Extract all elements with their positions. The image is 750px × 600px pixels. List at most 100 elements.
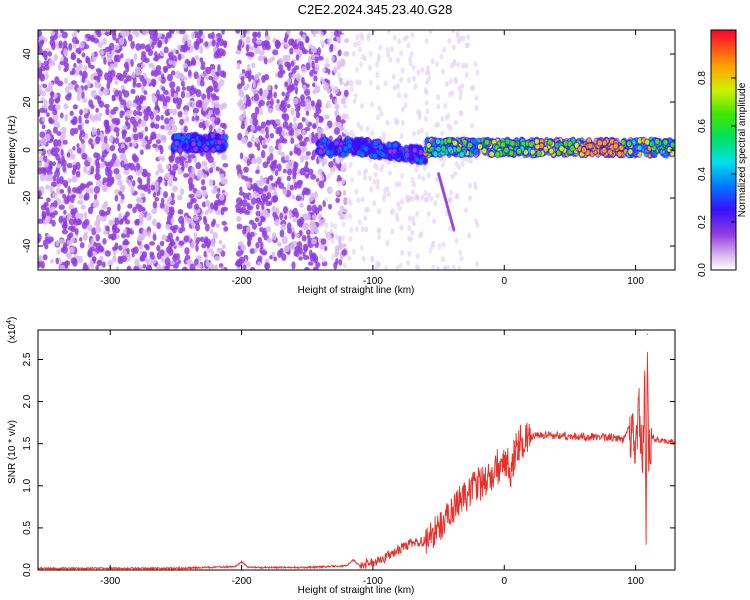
- spectrogram-cell: [238, 90, 245, 98]
- spectrogram-cell: [272, 49, 279, 56]
- spectrogram-cell: [106, 82, 111, 90]
- spectrogram-cell: [282, 121, 289, 129]
- spectrogram-cell: [52, 200, 58, 208]
- spectrogram-cell: [200, 65, 206, 71]
- spectrogram-cell: [214, 107, 220, 116]
- spectrogram-cell: [170, 217, 175, 224]
- spectrogram-cell: [193, 71, 199, 80]
- spectrogram-cell: [155, 133, 162, 142]
- spectrogram-cell: [466, 33, 471, 40]
- spectrogram-cell: [283, 36, 288, 43]
- spectrogram-cell: [81, 91, 85, 100]
- spectrogram-cell: [178, 147, 183, 153]
- spectrogram-cell: [117, 179, 123, 187]
- spectrogram-cell: [334, 233, 339, 240]
- spectrogram-cell: [386, 191, 391, 198]
- spectrogram-cell: [300, 154, 305, 163]
- spectrogram-cell: [306, 204, 312, 212]
- spectrogram-cell: [294, 86, 299, 95]
- spectrogram-cell: [334, 249, 340, 255]
- spectrogram-cell: [102, 185, 108, 193]
- spectrogram-cell: [272, 191, 278, 196]
- spectrogram-cell: [45, 87, 51, 93]
- spectrogram-cell: [343, 197, 348, 205]
- spectrogram-cell: [241, 69, 246, 74]
- spectrogram-cell: [254, 73, 259, 81]
- spectrogram-cell: [46, 112, 50, 118]
- spectrogram-cell: [195, 223, 201, 232]
- spectrogram-cell: [215, 71, 221, 77]
- spectrogram-cell: [152, 218, 158, 227]
- spectrogram-cell: [303, 222, 310, 231]
- spectrogram-cell: [90, 165, 95, 175]
- spectrogram-cell: [157, 144, 163, 150]
- spectrogram-cell: [114, 137, 120, 144]
- spectrogram-cell: [464, 42, 469, 49]
- spectrogram-cell: [169, 30, 175, 35]
- spectrogram-cell: [448, 78, 453, 85]
- spectrogram-cell: [238, 98, 243, 105]
- spectrogram-cell: [176, 194, 183, 201]
- spectrogram-cell: [343, 146, 348, 152]
- spectrogram-cell: [156, 222, 162, 230]
- spectrogram-cell: [392, 34, 397, 41]
- spectrogram-cell: [140, 192, 146, 198]
- spectrogram-cell: [112, 255, 117, 263]
- spectrogram-cell: [64, 65, 69, 72]
- spectrogram-cell: [261, 139, 267, 146]
- spectrogram-cell: [442, 46, 447, 53]
- spectrogram-cell: [271, 205, 277, 214]
- spectrogram-cell: [215, 223, 220, 228]
- spectrogram-cell: [386, 30, 391, 34]
- spectrogram-cell: [150, 122, 156, 128]
- spectrogram-cell: [286, 62, 291, 72]
- spectrogram-cell: [217, 117, 221, 125]
- spectrogram-cell: [200, 171, 204, 178]
- spectrogram-cell: [72, 174, 77, 180]
- spectrogram-cell: [135, 43, 142, 51]
- spectrogram-cell: [114, 194, 119, 202]
- spectrogram-cell: [150, 70, 155, 77]
- spectrogram-cell: [60, 148, 64, 156]
- spectrogram-cell: [127, 181, 133, 187]
- spectrogram-cell: [376, 114, 381, 121]
- spectrogram-cell: [321, 67, 326, 74]
- spectrogram-cell: [132, 126, 138, 133]
- spectrogram-cell: [39, 131, 46, 139]
- spectrogram-cell: [120, 84, 126, 90]
- spectrogram-cell: [179, 30, 186, 35]
- spectrogram-cell: [270, 56, 276, 62]
- spectrogram-cell: [349, 129, 354, 136]
- spectrogram-cell: [263, 89, 269, 98]
- spectrogram-cell: [304, 88, 311, 96]
- spectrogram-cell: [87, 62, 92, 69]
- spectrogram-cell: [377, 105, 382, 112]
- spectrogram-cell: [267, 184, 273, 193]
- spectrogram-cell: [148, 241, 156, 246]
- spectrogram-cell: [38, 262, 42, 268]
- spectrogram-cell: [254, 106, 260, 115]
- spectrogram-cell: [375, 84, 380, 91]
- spectrogram-cell: [159, 51, 165, 57]
- spectrogram-cell: [468, 157, 473, 164]
- spectrogram-cell: [55, 153, 60, 161]
- spectrogram-cell: [131, 71, 136, 79]
- spectrogram-cell: [83, 65, 88, 71]
- spectrogram-cell: [395, 265, 400, 270]
- spectrogram-cell: [265, 132, 270, 139]
- spectrogram-cell: [140, 63, 146, 69]
- spectrogram-cell: [43, 155, 48, 162]
- spectrogram-cell: [72, 104, 78, 110]
- spectrogram-cell: [351, 248, 356, 255]
- spectrogram-cell: [187, 177, 193, 186]
- spectrogram-cell: [105, 210, 111, 215]
- spectrogram-cell: [97, 41, 103, 48]
- spectrogram-cell: [257, 236, 262, 244]
- spectrogram-cell: [425, 108, 430, 115]
- spectrogram-cell: [153, 69, 159, 78]
- spectrogram-cell: [62, 242, 67, 251]
- spectrogram-cell: [286, 227, 292, 234]
- spectrogram-cell: [247, 182, 251, 189]
- spectrogram-cell: [147, 48, 154, 57]
- spectrogram-cell: [258, 135, 263, 141]
